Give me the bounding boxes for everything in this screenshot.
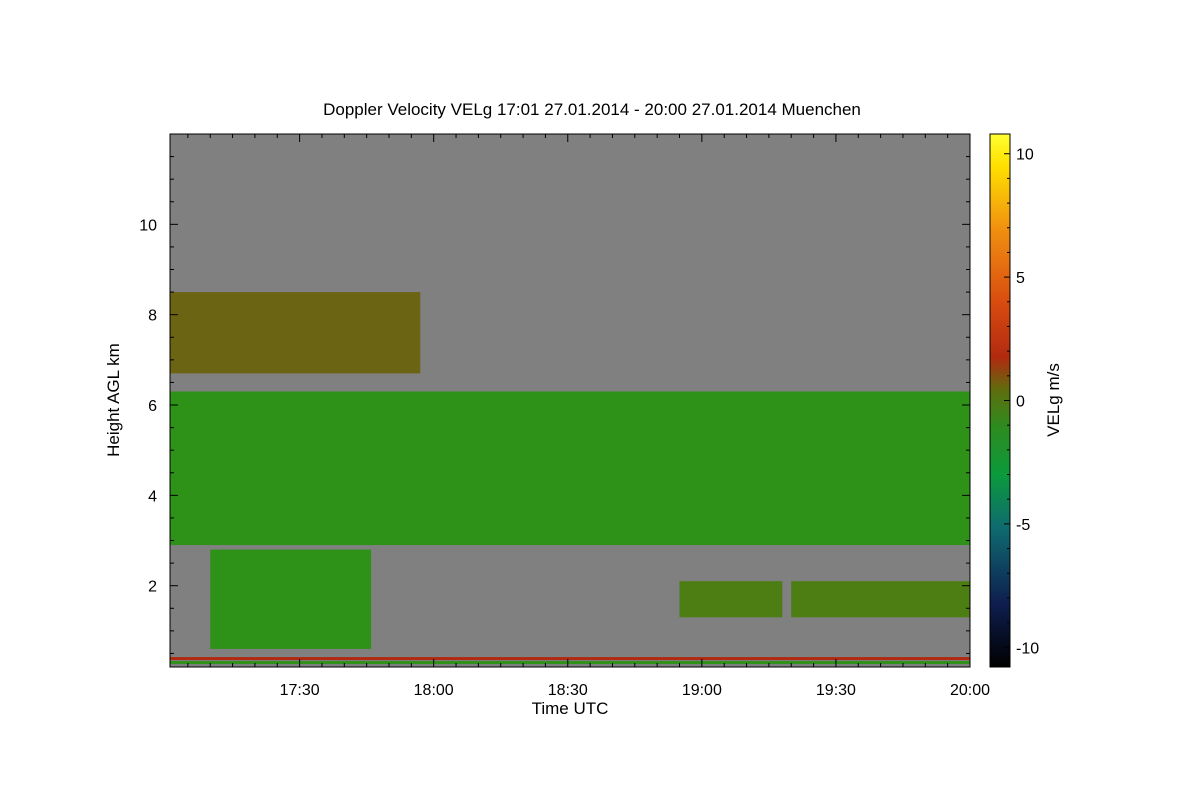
colorbar-label: VELg m/s <box>1044 363 1063 437</box>
plot-frame <box>169 133 971 668</box>
surface-noise-strip <box>170 657 970 665</box>
colorbar-tick-label: -5 <box>1016 517 1030 534</box>
cloud-layer <box>170 292 421 374</box>
colorbar-tick-label: -10 <box>1016 640 1039 657</box>
y-tick-label: 10 <box>139 217 157 234</box>
cloud-layer <box>679 581 783 618</box>
cloud-layer <box>170 391 970 546</box>
x-tick-label: 18:30 <box>548 682 588 699</box>
x-tick-label: 19:00 <box>682 682 722 699</box>
x-tick-label: 19:30 <box>816 682 856 699</box>
data-layers <box>170 292 970 649</box>
y-tick-label: 6 <box>148 398 157 415</box>
x-tick-label: 20:00 <box>950 682 990 699</box>
noise-band-red <box>170 657 970 661</box>
cloud-layer <box>210 549 372 649</box>
y-axis: 2 4 6 8 10 <box>139 156 970 654</box>
cloud-layer <box>791 581 970 618</box>
colorbar-tick-label: 0 <box>1016 394 1025 411</box>
x-tick-label: 18:00 <box>414 682 454 699</box>
x-tick-label: 17:30 <box>280 682 320 699</box>
y-tick-label: 8 <box>148 308 157 325</box>
x-axis: 17:30 18:00 18:30 19:00 19:30 20:00 <box>187 134 990 699</box>
chart-title: Doppler Velocity VELg 17:01 27.01.2014 -… <box>323 100 861 119</box>
y-axis-label: Height AGL km <box>104 343 123 457</box>
colorbar-tick-label: 10 <box>1016 147 1034 164</box>
colorbar-axis: -10 -5 0 5 10 <box>1004 147 1039 657</box>
noise-band-green <box>170 661 970 665</box>
colorbar-tick-label: 5 <box>1016 270 1025 287</box>
y-tick-label: 4 <box>148 488 157 505</box>
y-tick-label: 2 <box>148 579 157 596</box>
x-axis-label: Time UTC <box>532 699 609 718</box>
